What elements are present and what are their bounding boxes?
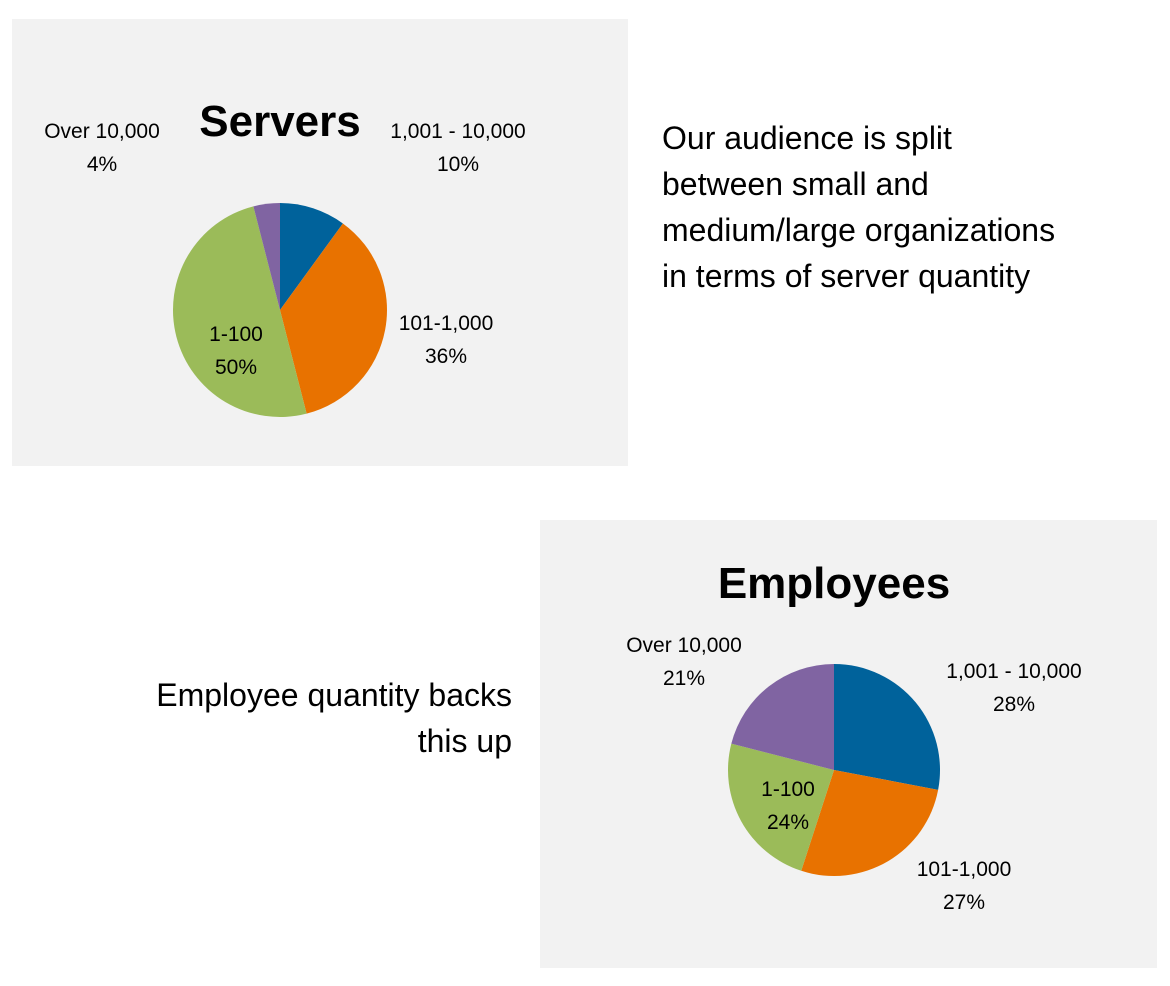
slice-category-label: 101-1,000	[917, 858, 1012, 881]
slice-label: 1-100 24%	[761, 778, 815, 834]
slice-category-label: 1-100	[209, 323, 263, 346]
employees-slices	[728, 664, 940, 876]
pie-slice	[253, 203, 280, 310]
slice-category-label: 1,001 - 10,000	[390, 120, 525, 143]
slice-category-label: Over 10,000	[626, 634, 742, 657]
slice-value-label: 27%	[943, 891, 985, 914]
slice-category-label: 1-100	[761, 778, 815, 801]
slice-category-label: 101-1,000	[399, 312, 494, 335]
slice-value-label: 24%	[767, 811, 809, 834]
slice-value-label: 28%	[993, 693, 1035, 716]
pie-slice	[731, 664, 834, 770]
slice-label: 101-1,000 27%	[917, 858, 1012, 914]
slice-value-label: 4%	[87, 153, 117, 176]
pie-slice	[801, 770, 939, 876]
slice-value-label: 21%	[663, 667, 705, 690]
pie-slice	[728, 743, 834, 871]
slice-label: 1,001 - 10,000 10%	[390, 120, 525, 176]
slice-label: 1-100 50%	[209, 323, 263, 379]
slice-value-label: 10%	[437, 153, 479, 176]
servers-caption: Our audience is split between small and …	[662, 120, 1056, 294]
employees-pie-chart: Employees 1,001 - 10,000 28%101-1,000 27%1…	[626, 559, 1082, 914]
slice-label: Over 10,000 21%	[626, 634, 742, 690]
slice-value-label: 50%	[215, 356, 257, 379]
slice-category-label: Over 10,000	[44, 120, 160, 143]
pie-slice	[834, 664, 940, 790]
chart-title: Employees	[718, 559, 950, 608]
slice-label: 101-1,000 36%	[399, 312, 494, 368]
slice-value-label: 36%	[425, 345, 467, 368]
pie-slice	[280, 203, 343, 310]
servers-slices	[172, 203, 387, 418]
servers-labels: 1,001 - 10,000 10% 101-1,000 36% 1-100 50% Ove…	[44, 120, 526, 379]
servers-chart-panel: Servers 1,001 - 10,000 10% 101-1,000 36% 1-1…	[12, 19, 628, 466]
employees-labels: 1,001 - 10,000 28% 101-1,000 27% 1-100 24% Ove…	[626, 634, 1082, 914]
slice-label: Over 10,000 4%	[44, 120, 160, 176]
employees-chart-panel: Employees 1,001 - 10,000 28% 101-1,000 27% 1…	[540, 520, 1157, 968]
employees-caption: Employee quantity backs this up	[156, 677, 512, 759]
slice-category-label: 1,001 - 10,000	[946, 660, 1081, 683]
chart-title: Servers	[199, 97, 360, 146]
servers-pie-chart: Servers 1,001 - 10,000 10% 101-1,000 36% 1-1…	[44, 97, 526, 418]
pie-slice	[172, 206, 307, 418]
pie-slice	[280, 223, 387, 414]
slice-label: 1,001 - 10,000 28%	[946, 660, 1081, 716]
